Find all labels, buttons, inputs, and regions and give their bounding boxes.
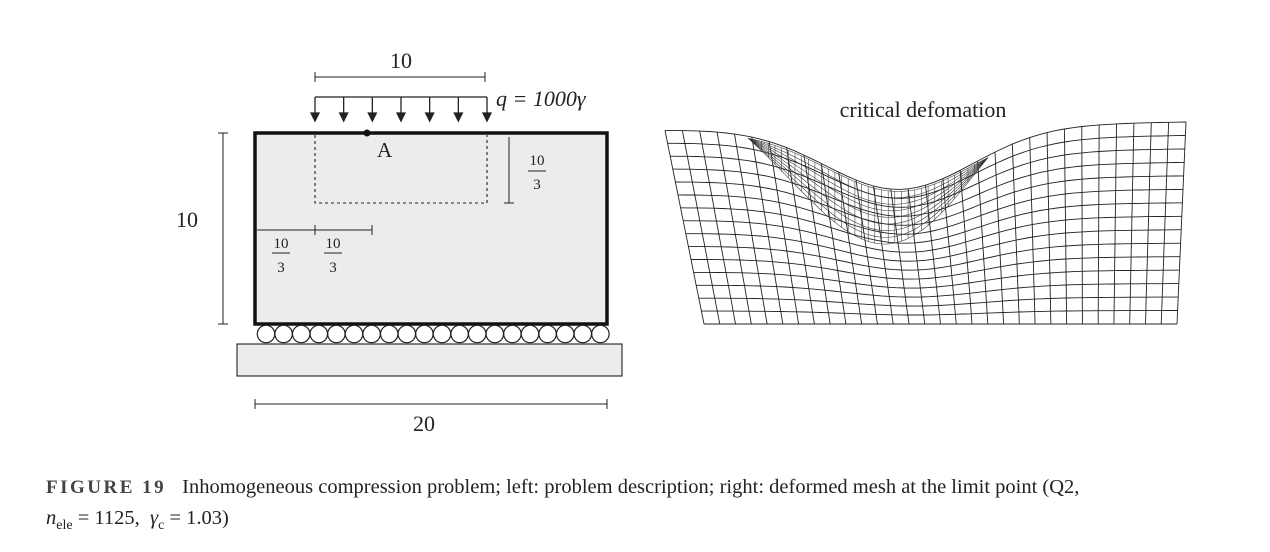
deformed-mesh-title: critical defomation [840, 97, 1007, 122]
ground-base [236, 343, 623, 377]
gamma-subscript: c [158, 518, 165, 534]
region-depth-fraction: 10 3 [528, 153, 546, 193]
fraction-numerator: 10 [326, 236, 341, 252]
fraction-denominator: 3 [533, 177, 541, 193]
caption-text: Inhomogeneous compression problem; left:… [182, 476, 1080, 498]
deformed-mesh-panel: critical defomation [664, 97, 1187, 325]
point-a-marker [363, 129, 371, 137]
roller-support [256, 324, 610, 344]
refined-mesh-zone [748, 138, 989, 245]
top-width-dimension [314, 72, 486, 82]
height-dimension [218, 132, 228, 325]
figure-19-drawing: 10 q = 1000γ A 10 3 10 3 [176, 48, 1187, 436]
region-offset-fraction-2: 10 3 [324, 236, 342, 276]
figure-label: FIGURE 19 [46, 477, 167, 498]
gamma-symbol: γ [150, 507, 159, 529]
region-depth-dimension [504, 137, 514, 204]
fraction-numerator: 10 [530, 153, 545, 169]
bottom-width-dimension [254, 399, 608, 409]
bottom-width-label: 20 [413, 411, 435, 436]
region-offset-fraction-1: 10 3 [272, 236, 290, 276]
height-label: 10 [176, 207, 198, 232]
problem-description-panel: 10 q = 1000γ A 10 3 10 3 [176, 48, 623, 436]
fraction-denominator: 3 [329, 260, 337, 276]
top-width-label: 10 [390, 48, 412, 73]
deformed-mesh-grid [664, 121, 1187, 325]
n-symbol: n [46, 507, 57, 529]
figure-caption: FIGURE 19 Inhomogeneous compression probl… [46, 472, 1226, 541]
load-magnitude-label: q = 1000γ [496, 86, 587, 111]
n-value: = 1125, [72, 507, 140, 529]
region-offset-dimension [257, 225, 373, 235]
distributed-load-arrows [309, 96, 493, 123]
fraction-numerator: 10 [274, 236, 289, 252]
n-subscript: ele [56, 518, 73, 534]
domain-body [253, 131, 609, 326]
fraction-denominator: 3 [277, 260, 285, 276]
point-a-label: A [377, 138, 393, 162]
gamma-value: = 1.03) [164, 507, 229, 529]
